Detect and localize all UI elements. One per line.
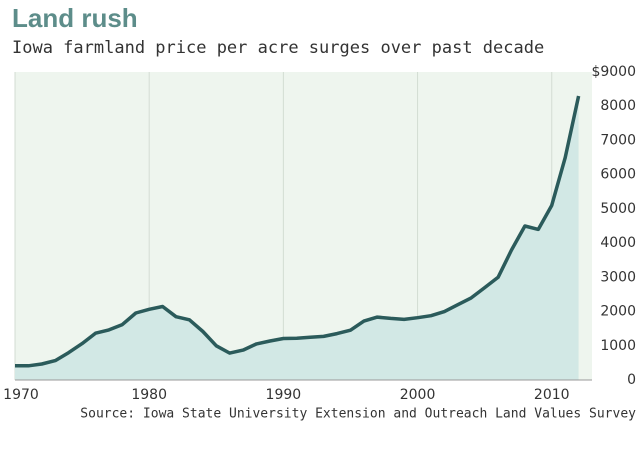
y-tick-label: 4000: [600, 235, 636, 251]
chart-title: Land rush: [12, 3, 138, 33]
y-tick-label: 0: [627, 372, 636, 388]
y-tick-label: 6000: [600, 167, 636, 183]
y-tick-label: 5000: [600, 201, 636, 217]
y-tick-label: 8000: [600, 98, 636, 114]
y-tick-label: 7000: [600, 132, 636, 148]
y-tick-label: $9000: [591, 64, 636, 80]
x-tick-label: 1970: [3, 387, 39, 403]
y-tick-label: 2000: [600, 304, 636, 320]
x-tick-label: 1980: [131, 387, 167, 403]
x-tick-label: 2010: [534, 387, 570, 403]
line: [14, 95, 581, 368]
y-tick-label: 3000: [600, 269, 636, 285]
chart-subtitle: Iowa farmland price per acre surges over…: [12, 38, 544, 58]
x-tick-label: 2000: [400, 387, 436, 403]
source: Source: Iowa State University Extension …: [80, 407, 636, 422]
y-tick-label: 1000: [600, 338, 636, 354]
x-tick-label: 1990: [266, 387, 302, 403]
